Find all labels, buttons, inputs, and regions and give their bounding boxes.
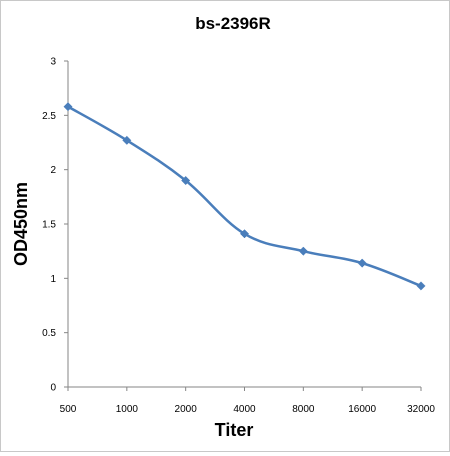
data-point-marker (122, 135, 132, 145)
y-tick-label: 1 (50, 274, 56, 285)
series-line (67, 105, 422, 288)
data-point-marker (63, 102, 73, 112)
y-tick-label: 3 (50, 57, 56, 68)
x-tick-label: 32000 (407, 404, 435, 415)
y-tick-label: 2 (50, 165, 56, 176)
y-tick-label: 0.5 (42, 328, 56, 339)
y-tick-label: 1.5 (42, 220, 56, 231)
data-point-marker (357, 258, 367, 268)
x-tick-label: 16000 (348, 404, 376, 415)
y-tick-label: 2.5 (42, 111, 56, 122)
y-axis-ticks: 0 0.5 1 1.5 2 2.5 3 (42, 57, 68, 394)
x-tick-label: 500 (60, 404, 77, 415)
x-axis-title: Titer (215, 420, 254, 440)
y-tick-label: 0 (50, 383, 56, 394)
chart-title: bs-2396R (195, 14, 271, 33)
x-tick-label: 4000 (233, 404, 256, 415)
x-tick-label: 2000 (175, 404, 198, 415)
data-point-marker (416, 281, 426, 291)
x-tick-label: 8000 (292, 404, 315, 415)
data-point-marker (239, 229, 250, 239)
x-tick-label: 1000 (116, 404, 139, 415)
y-axis-title: OD450nm (11, 182, 31, 266)
x-axis-ticks: 500 1000 2000 4000 8000 16000 32000 (60, 387, 435, 415)
series-group (63, 102, 426, 291)
data-point-marker (181, 175, 191, 186)
data-point-marker (298, 246, 308, 256)
